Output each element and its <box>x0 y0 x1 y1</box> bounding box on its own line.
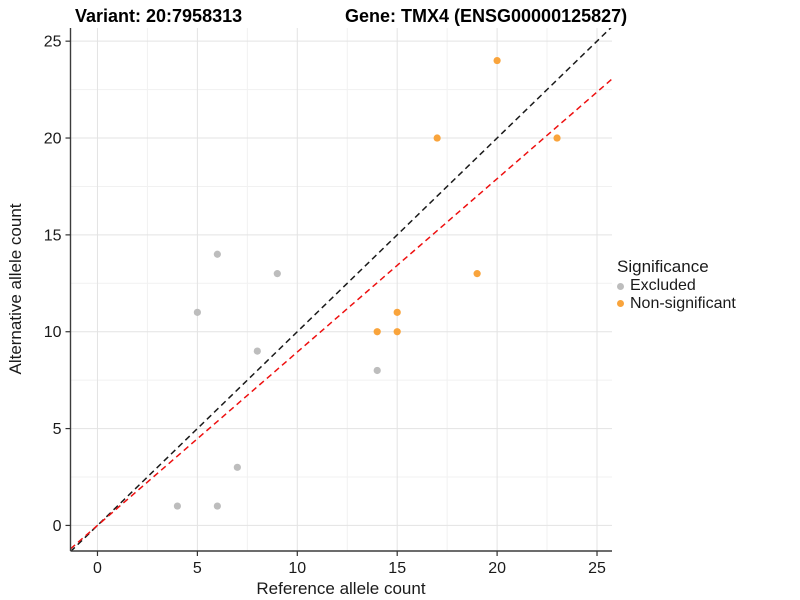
y-axis-title: Alternative allele count <box>6 203 25 375</box>
x-tick-label: 0 <box>93 560 102 577</box>
gene-title: Gene: TMX4 (ENSG00000125827) <box>345 6 628 26</box>
data-point-excluded <box>373 366 381 375</box>
data-point-excluded <box>173 502 182 510</box>
legend-label-non-significant: Non-significant <box>630 294 736 312</box>
data-point-non-significant <box>393 328 401 336</box>
identity-line <box>70 28 612 551</box>
y-tick-label: 10 <box>44 324 62 341</box>
y-tick-label: 25 <box>44 34 62 51</box>
legend-label-excluded: Excluded <box>630 277 696 295</box>
data-point-excluded <box>213 502 221 510</box>
y-tick-label: 20 <box>44 131 62 148</box>
legend-item-excluded: Excluded <box>617 278 736 294</box>
data-point-non-significant <box>553 134 561 142</box>
data-point-excluded <box>233 463 241 471</box>
data-point-excluded <box>193 308 201 316</box>
data-point-non-significant <box>393 308 401 316</box>
x-tick-label: 15 <box>388 560 406 577</box>
legend: Significance Excluded Non-significant <box>617 258 736 313</box>
data-point-non-significant <box>433 134 441 142</box>
data-point-excluded <box>213 250 221 258</box>
x-tick-label: 25 <box>588 560 606 577</box>
data-point-excluded <box>273 270 281 278</box>
non-significant-dot-icon <box>617 300 624 308</box>
data-point-non-significant <box>373 328 381 336</box>
x-tick-label: 5 <box>193 560 202 577</box>
y-tick-label: 0 <box>53 518 62 535</box>
x-axis-title: Reference allele count <box>256 579 426 598</box>
data-point-non-significant <box>493 56 501 65</box>
legend-item-non-significant: Non-significant <box>617 294 736 312</box>
x-tick-label: 20 <box>488 560 506 577</box>
variant-title: Variant: 20:7958313 <box>75 6 243 26</box>
data-point-excluded <box>253 347 261 355</box>
data-point-non-significant <box>473 270 481 278</box>
fit-line <box>70 78 612 550</box>
legend-title: Significance <box>617 257 709 276</box>
x-tick-label: 10 <box>288 560 306 577</box>
y-tick-label: 15 <box>44 227 62 244</box>
y-tick-label: 5 <box>53 421 62 438</box>
excluded-dot-icon <box>617 282 624 290</box>
